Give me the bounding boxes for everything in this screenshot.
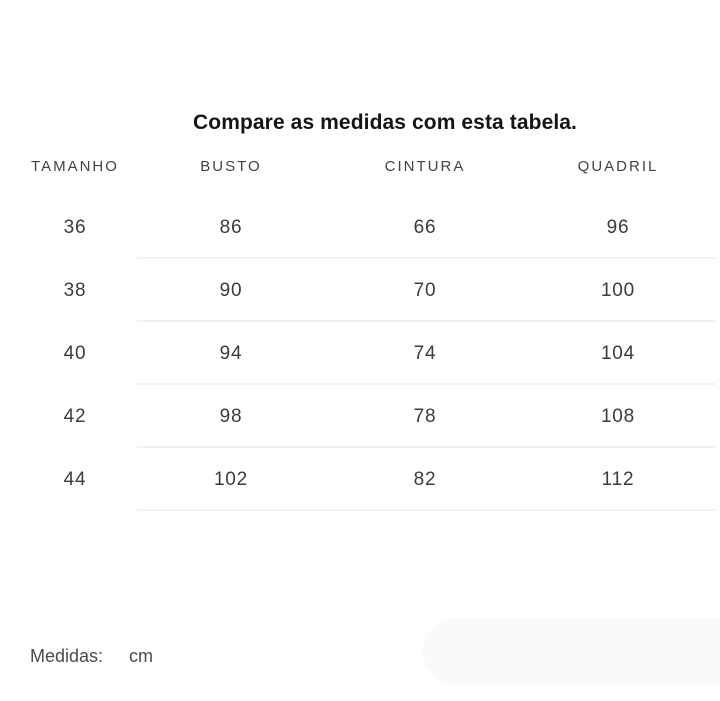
size-guide-title: Compare as medidas com esta tabela. — [193, 111, 577, 134]
table-row: 38 90 70 100 — [0, 259, 720, 322]
background-pill — [423, 618, 720, 685]
cell-busto: 102 — [213, 468, 249, 490]
table-row: 44 102 82 112 — [0, 448, 720, 511]
table-row: 42 98 78 108 — [0, 385, 720, 448]
cell-cintura: 74 — [413, 342, 437, 364]
row-divider — [137, 509, 715, 511]
size-table-body: 36 86 66 96 38 90 70 100 40 94 74 104 42… — [0, 196, 720, 511]
cell-busto: 90 — [219, 279, 243, 301]
cell-busto: 94 — [219, 342, 243, 364]
table-row: 36 86 66 96 — [0, 196, 720, 259]
cell-tamanho: 38 — [63, 279, 87, 301]
column-header-quadril: QUADRIL — [577, 158, 659, 175]
unit-value: cm — [129, 646, 154, 666]
column-header-tamanho: TAMANHO — [31, 158, 119, 175]
table-header-row: TAMANHO BUSTO CINTURA QUADRIL — [0, 156, 720, 178]
row-divider — [137, 383, 715, 385]
column-header-cintura: CINTURA — [384, 158, 466, 175]
unit-label: Medidas: — [30, 646, 104, 666]
cell-tamanho: 36 — [63, 216, 87, 238]
cell-busto: 86 — [219, 216, 243, 238]
row-divider — [137, 257, 715, 259]
cell-busto: 98 — [219, 405, 243, 427]
measurement-unit-row: Medidas: cm — [30, 645, 153, 668]
cell-tamanho: 44 — [63, 468, 87, 490]
row-divider — [137, 446, 715, 448]
cell-quadril: 104 — [600, 342, 636, 364]
cell-quadril: 100 — [600, 279, 636, 301]
table-row: 40 94 74 104 — [0, 322, 720, 385]
cell-tamanho: 40 — [63, 342, 87, 364]
cell-quadril: 112 — [601, 468, 635, 490]
cell-cintura: 82 — [413, 468, 437, 490]
cell-quadril: 108 — [600, 405, 636, 427]
row-divider — [137, 320, 715, 322]
cell-tamanho: 42 — [63, 405, 87, 427]
column-header-busto: BUSTO — [200, 158, 262, 175]
cell-cintura: 66 — [413, 216, 437, 238]
cell-cintura: 78 — [413, 405, 437, 427]
cell-cintura: 70 — [413, 279, 437, 301]
cell-quadril: 96 — [606, 216, 630, 238]
